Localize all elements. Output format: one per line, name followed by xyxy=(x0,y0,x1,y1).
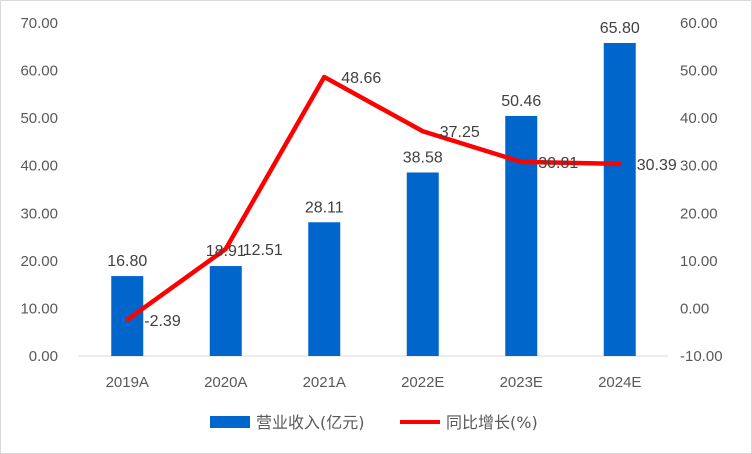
right-y-tick-label: 60.00 xyxy=(680,15,718,32)
left-y-tick-label: 60.00 xyxy=(20,63,58,80)
line-data-label: 30.39 xyxy=(637,157,677,174)
bar xyxy=(406,172,439,356)
bar-data-label: 65.80 xyxy=(600,20,640,37)
left-y-tick-label: 70.00 xyxy=(20,15,58,32)
growth-line xyxy=(125,74,622,323)
x-tick-label: 2019A xyxy=(106,374,149,391)
line-point xyxy=(322,75,326,79)
bar xyxy=(505,115,538,356)
line-data-labels: -2.39 12.51 48.66 37.25 30.81 30.39 xyxy=(144,70,677,330)
left-y-tick-label: 20.00 xyxy=(20,253,58,270)
line-point xyxy=(421,129,425,133)
bar-data-label: 16.80 xyxy=(107,253,147,270)
line-point xyxy=(618,162,622,166)
right-y-tick-label: -10.00 xyxy=(680,348,723,365)
legend-swatch-bar xyxy=(210,416,250,428)
right-y-axis: -10.00 0.00 10.00 20.00 30.00 40.00 50.00 60.00 xyxy=(680,15,723,365)
line-series xyxy=(125,74,622,323)
bar-series xyxy=(111,42,636,356)
x-tick-label: 2020A xyxy=(204,374,247,391)
left-y-tick-label: 40.00 xyxy=(20,158,58,175)
left-y-tick-label: 50.00 xyxy=(20,110,58,127)
line-point xyxy=(125,318,129,322)
bar xyxy=(308,222,341,356)
left-y-axis: 0.00 10.00 20.00 30.00 40.00 50.00 60.00 70.00 xyxy=(20,15,58,365)
right-y-tick-label: 50.00 xyxy=(680,63,718,80)
bar-data-label: 28.11 xyxy=(305,199,344,216)
line-data-label: 30.81 xyxy=(538,155,578,172)
legend-label-bar: 营业收入(亿元) xyxy=(256,413,365,432)
bar-data-label: 38.58 xyxy=(403,149,443,166)
legend: 营业收入(亿元) 同比增长(%) xyxy=(210,413,538,432)
right-y-tick-label: 40.00 xyxy=(680,110,718,127)
bar-data-label: 18.91 xyxy=(206,243,246,260)
line-point xyxy=(519,160,523,164)
line-data-label: 37.25 xyxy=(440,124,480,141)
x-tick-label: 2022E xyxy=(401,374,444,391)
x-tick-label: 2024E xyxy=(598,374,641,391)
left-y-tick-label: 30.00 xyxy=(20,205,58,222)
bar xyxy=(111,276,144,356)
line-data-label: -2.39 xyxy=(144,313,181,330)
bar-data-label: 50.46 xyxy=(501,93,541,110)
right-y-tick-label: 0.00 xyxy=(680,300,709,317)
x-axis: 2019A 2020A 2021A 2022E 2023E 2024E xyxy=(106,374,642,391)
right-y-tick-label: 30.00 xyxy=(680,158,718,175)
line-data-label: 48.66 xyxy=(341,70,381,87)
left-y-tick-label: 0.00 xyxy=(29,348,58,365)
left-y-tick-label: 10.00 xyxy=(20,300,58,317)
x-tick-label: 2023E xyxy=(500,374,543,391)
bar xyxy=(209,266,242,356)
line-data-label: 12.51 xyxy=(243,242,283,259)
bar-data-labels: 16.80 18.91 28.11 38.58 50.46 65.80 xyxy=(107,20,640,270)
bar xyxy=(603,42,636,356)
legend-label-line: 同比增长(%) xyxy=(446,413,538,432)
right-y-tick-label: 10.00 xyxy=(680,253,718,270)
x-tick-label: 2021A xyxy=(303,374,346,391)
line-point xyxy=(224,247,228,251)
right-y-tick-label: 20.00 xyxy=(680,205,718,222)
